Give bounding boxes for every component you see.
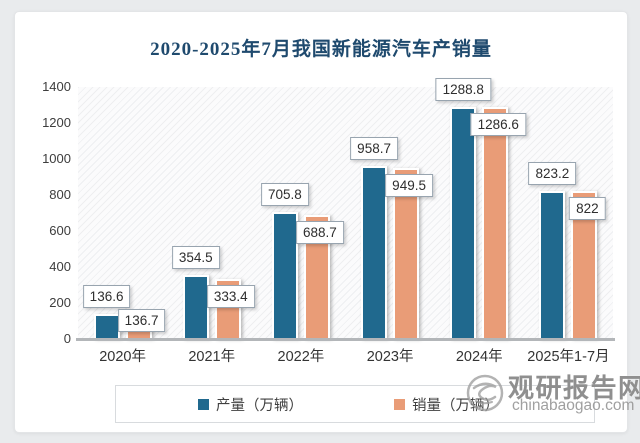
data-label-sales-2020年: 136.7 — [117, 309, 166, 332]
chart-title: 2020-2025年7月我国新能源汽车产销量 — [150, 39, 492, 60]
y-axis-tick-label: 1400 — [42, 79, 71, 94]
bar-production-2021年 — [182, 275, 209, 339]
legend-swatch-icon — [394, 398, 405, 410]
legend-label: 产量（万辆） — [216, 397, 303, 414]
y-axis-tick-label: 0 — [63, 331, 71, 346]
y-axis-tick-label: 600 — [49, 223, 71, 238]
x-axis-label-2025年1-7月: 2025年1-7月 — [527, 349, 610, 365]
data-label-sales-2021年: 333.4 — [206, 284, 255, 308]
data-label-production-2023年: 958.7 — [350, 137, 398, 161]
x-axis-label-2022年: 2022年 — [277, 349, 325, 365]
y-axis-tick-label: 800 — [49, 187, 71, 202]
y-axis-tick-label: 400 — [49, 259, 71, 274]
watermark-site-name: 观研报告网 — [508, 373, 640, 403]
data-label-production-2020年: 136.6 — [82, 285, 131, 309]
bar-production-2024年 — [450, 107, 477, 339]
x-axis-label-2023年: 2023年 — [366, 349, 414, 365]
watermark-swirl-globe-icon — [466, 374, 504, 412]
y-axis-tick-label: 1000 — [42, 151, 71, 166]
data-label-sales-2024年: 1286.6 — [470, 113, 526, 137]
y-axis-tick-label: 200 — [49, 295, 71, 310]
bar-production-2023年 — [361, 166, 388, 339]
legend-item-production: 产量（万辆） — [198, 386, 303, 422]
data-label-sales-2022年: 688.7 — [296, 221, 344, 245]
x-axis-label-2020年: 2020年 — [99, 349, 146, 365]
x-axis-label-2024年: 2024年 — [455, 349, 503, 365]
x-axis-label-2021年: 2021年 — [188, 349, 236, 365]
plot-layer: 0 200 400 600 800 1000 1200 1400 136.6 136.7 2020年… — [15, 12, 627, 432]
legend-swatch-icon — [198, 398, 209, 410]
data-label-production-2025年1-7月: 823.2 — [528, 161, 577, 185]
bar-production-2025年1-7月 — [539, 190, 566, 339]
x-axis-line — [76, 338, 615, 341]
data-label-production-2022年: 705.8 — [261, 182, 309, 206]
watermark: 观研报告网 chinabaogao.com — [466, 368, 640, 418]
chart-card: 2020-2025年7月我国新能源汽车产销量 0 200 400 600 800 1000… — [14, 11, 640, 433]
bar-sales-2024年 — [482, 107, 509, 339]
bar-production-2022年 — [271, 211, 298, 339]
y-axis-tick-label: 1200 — [42, 115, 71, 130]
watermark-site-url: chinabaogao.com — [512, 397, 635, 414]
plot-area-background — [78, 87, 613, 339]
data-label-sales-2025年1-7月: 822 — [569, 197, 606, 221]
bar-production-2020年 — [93, 314, 120, 339]
data-label-production-2024年: 1288.8 — [435, 78, 491, 102]
data-label-sales-2023年: 949.5 — [385, 174, 433, 198]
data-label-production-2021年: 354.5 — [171, 246, 220, 270]
